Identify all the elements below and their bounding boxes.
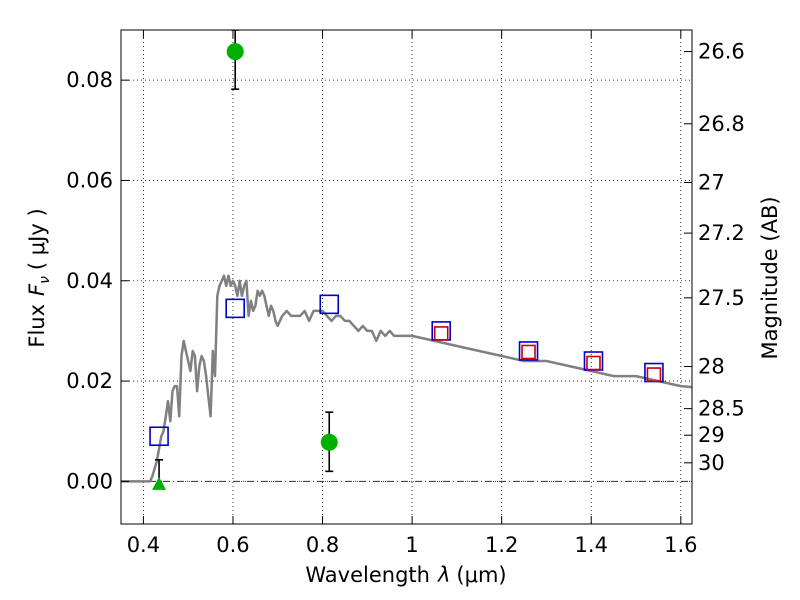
- model-photometry-point: [521, 344, 536, 360]
- model-photometry-point: [586, 355, 601, 371]
- y-tick-label: 0.06: [66, 168, 113, 192]
- plot-area: [121, 30, 692, 490]
- x-tick-label: 1: [405, 533, 418, 557]
- y2-tick-label: 30: [698, 451, 725, 475]
- x-axis: 0.4 0.6 0.8 1 1.2 1.4 1.6: [127, 30, 698, 557]
- y-tick-label: 0.02: [66, 369, 113, 393]
- x-axis-label: Wavelength λ (μm): [305, 563, 506, 587]
- x-tick-label: 0.6: [216, 533, 249, 557]
- y2-tick-label: 27.2: [698, 221, 745, 245]
- upper-limit-point: [152, 476, 167, 490]
- y2-tick-label: 27: [698, 170, 725, 194]
- x-tick-label: 0.4: [127, 533, 160, 557]
- x-tick-label: 1.4: [575, 533, 608, 557]
- y2-tick-label: 26.8: [698, 112, 745, 136]
- observed-photometry-point: [319, 294, 340, 315]
- y2-axis: 26.6 26.8 27 27.2 27.5 28 28.529 30: [684, 40, 745, 475]
- y-axis: 0.00 0.02 0.04 0.06 0.08: [66, 68, 129, 493]
- model-spectrum-line: [121, 274, 692, 483]
- y2-tick-label: 29: [698, 423, 725, 447]
- y2-tick-label: 27.5: [698, 286, 745, 310]
- y-tick-label: 0.04: [66, 269, 113, 293]
- observed-photometry-point: [225, 298, 245, 319]
- plot-frame: [120, 29, 693, 525]
- plot-series: [121, 30, 692, 490]
- model-photometry-point: [433, 326, 449, 341]
- observed-photometry-point: [149, 426, 169, 447]
- x-tick-label: 0.8: [306, 533, 339, 557]
- y2-tick-label: 26.6: [698, 40, 745, 64]
- detection-point: [226, 43, 244, 61]
- detection-point: [320, 433, 338, 451]
- observed-photometry-point: [518, 341, 539, 361]
- x-tick-label: 1.6: [664, 533, 697, 557]
- y-tick-label: 0.00: [66, 469, 113, 493]
- y-tick-label: 0.08: [66, 68, 113, 92]
- y2-axis-label: Magnitude (AB): [758, 196, 782, 359]
- model-photometry-point: [646, 367, 662, 382]
- y-axis-label: FluxFν( μJy ): [25, 208, 53, 347]
- x-tick-label: 1.2: [485, 533, 518, 557]
- y2-tick-label: 28.5: [698, 397, 745, 421]
- y2-tick-label: 28: [698, 355, 725, 379]
